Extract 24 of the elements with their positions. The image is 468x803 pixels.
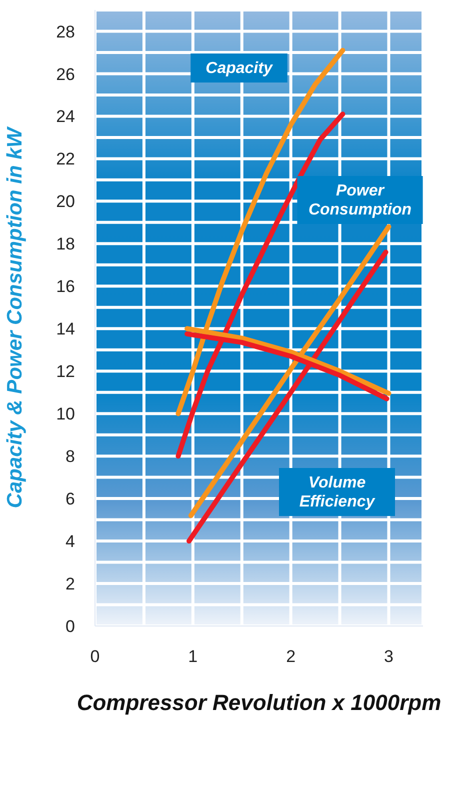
y-tick-label: 20 — [56, 192, 75, 212]
x-tick-label: 0 — [90, 647, 100, 666]
y-tick-label: 8 — [66, 447, 75, 466]
y-tick-label: 22 — [56, 150, 75, 169]
annotation: Volume Efficiency — [299, 474, 376, 510]
y-tick-label: 16 — [56, 277, 75, 296]
y-tick-label: 14 — [56, 320, 75, 339]
y-tick-label: 6 — [66, 490, 75, 509]
y-axis-title: Capacity & Power Consumption in kW — [3, 126, 26, 508]
x-tick-label: 1 — [188, 647, 198, 666]
y-tick-label: 28 — [56, 22, 75, 42]
x-tick-label: 2 — [286, 647, 296, 666]
y-tick-label: 2 — [66, 574, 75, 594]
annotation: Power Consumption — [308, 182, 412, 218]
annotation: Capacity — [206, 60, 274, 76]
x-axis-title: Compressor Revolution x 1000rpm — [76, 690, 442, 715]
y-tick-label: 18 — [56, 234, 75, 254]
y-tick-label: 0 — [66, 617, 75, 636]
y-tick-label: 12 — [56, 362, 75, 382]
y-tick-label: 26 — [56, 64, 75, 84]
y-tick-label: 4 — [66, 532, 75, 552]
y-tick-label: 24 — [56, 107, 75, 126]
y-tick-label: 10 — [56, 404, 75, 424]
x-tick-label: 3 — [384, 647, 394, 666]
